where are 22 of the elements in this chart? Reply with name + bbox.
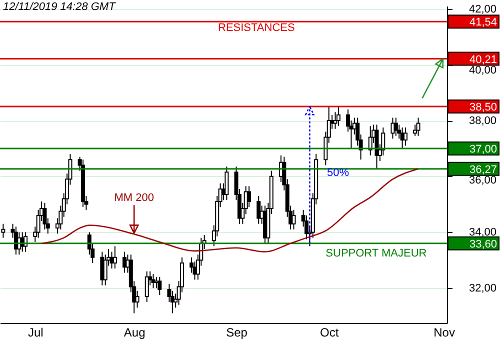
x-tick-label: Sep (226, 326, 248, 340)
ref-line-label: 41,54 (469, 16, 497, 29)
x-tick-label: Oct (320, 326, 340, 340)
y-tick-label: 34,00 (468, 226, 496, 239)
annotation: RESISTANCES (218, 22, 295, 34)
ref-line-label: 37,00 (469, 143, 497, 156)
x-tick-label: Aug (124, 326, 146, 340)
ref-line-label: 40,21 (469, 54, 497, 66)
ref-line-label: 36,27 (469, 164, 497, 176)
y-tick-label: 42,00 (468, 3, 496, 16)
x-tick-label: Jul (28, 326, 44, 340)
annotation: 12/11/2019 14:28 GMT (3, 1, 117, 13)
annotation: SUPPORT MAJEUR (326, 247, 427, 260)
text: MM 200 (114, 192, 154, 204)
annotation: 50% (327, 167, 350, 179)
y-tick-label: 32,00 (468, 282, 496, 295)
y-tick-label: 40,00 (468, 64, 496, 76)
ref-line-label: 33,60 (469, 238, 497, 250)
x-tick-label: Nov (434, 326, 455, 340)
y-tick-label: 36,00 (468, 174, 496, 186)
y-tick-label: 38,00 (468, 115, 496, 128)
ref-line-label: 38,50 (469, 102, 497, 114)
